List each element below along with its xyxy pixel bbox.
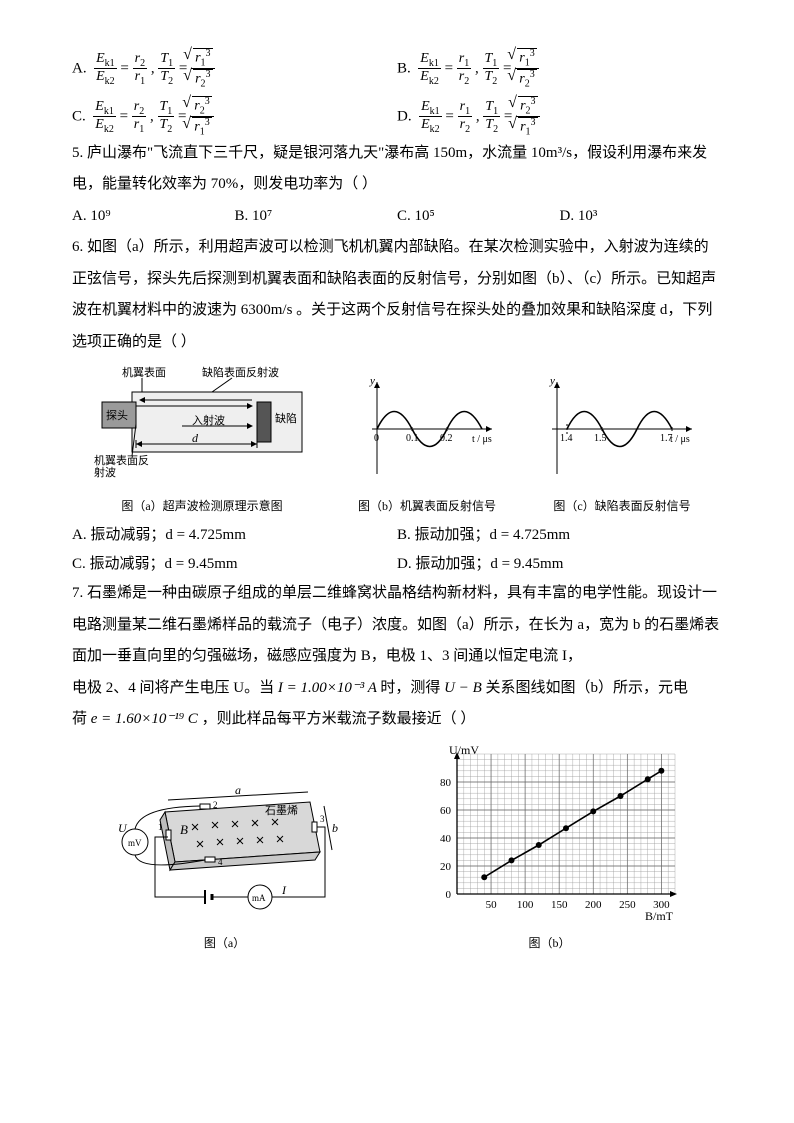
svg-text:100: 100 [516,899,533,911]
q6-figC: y t / μs 1.4 1.5 1.7 图（c）缺陷表面反射信号 [542,374,702,513]
svg-text:t / μs: t / μs [670,434,690,445]
q6-optC: C. 振动减弱；d = 9.45mm [72,550,397,579]
svg-text:y: y [549,375,555,387]
q4-options: A. Ek1Ek2 = r2r1 , T1T2 = r13r23 B. Ek1E… [72,48,722,138]
figC-caption: 图（c）缺陷表面反射信号 [542,499,702,513]
q7-figA-caption: 图（a） [110,936,340,950]
q5-optD: D. 10³ [560,201,723,233]
figA-caption: 图（a）超声波检测原理示意图 [92,499,312,513]
svg-text:b: b [332,821,338,835]
opt-letter: B. [397,60,411,76]
q5-optA: A. 10⁹ [72,201,235,233]
svg-text:石墨烯: 石墨烯 [265,804,298,817]
svg-text:1.5: 1.5 [594,433,607,444]
svg-text:U: U [118,821,128,835]
svg-text:4: 4 [218,857,223,867]
q5-optC: C. 10⁵ [397,201,560,233]
q7-figures: a b 石墨烯 B 2 4 1 3 [72,742,722,951]
svg-text:80: 80 [440,777,452,789]
svg-text:250: 250 [619,899,636,911]
q4-optA: A. Ek1Ek2 = r2r1 , T1T2 = r13r23 [72,48,397,90]
svg-text:200: 200 [585,899,602,911]
svg-text:B: B [180,822,188,837]
svg-text:t / μs: t / μs [472,434,492,445]
svg-text:2: 2 [213,800,218,810]
q7-stem-p3: 荷 e = 1.60×10⁻¹⁹ C ，则此样品每平方米载流子数最接近（ ） [72,704,722,736]
svg-text:缺陷表面反射波: 缺陷表面反射波 [202,365,279,379]
svg-text:1: 1 [158,822,163,832]
svg-text:机翼表面: 机翼表面 [122,365,166,379]
q4-optC: C. Ek1Ek2 = r2r1 , T1T2 = r23r13 [72,96,397,138]
svg-text:I: I [281,883,287,897]
svg-text:探头: 探头 [106,409,128,422]
q6-optA: A. 振动减弱；d = 4.725mm [72,521,397,550]
svg-text:150: 150 [550,899,567,911]
q7-figB-caption: 图（b） [415,936,685,950]
svg-text:d: d [192,431,199,445]
svg-text:B/mT: B/mT [645,909,674,922]
q6-figB: y t / μs 0 0.1 0.2 图（b）机翼表面反射信号 [352,374,502,513]
q5-options: A. 10⁹ B. 10⁷ C. 10⁵ D. 10³ [72,201,722,233]
svg-text:40: 40 [440,833,452,845]
svg-text:0.2: 0.2 [440,433,453,444]
svg-text:0: 0 [445,889,451,901]
q6-optB: B. 振动加强；d = 4.725mm [397,521,722,550]
q5-stem: 5. 庐山瀑布"飞流直下三千尺，疑是银河落九天"瀑布高 150m，水流量 10m… [72,138,722,201]
q6-figures: 机翼表面 缺陷表面反射波 探头 入射波 缺陷 d 机翼表面反射波 [72,364,722,513]
svg-text:y: y [369,375,375,387]
svg-text:入射波: 入射波 [192,413,225,427]
q7-figB: 50100150200250300020406080U/mVB/mT 图（b） [415,742,685,951]
ub-chart-icon: 50100150200250300020406080U/mVB/mT [415,742,685,922]
q7-stem-p2: 电极 2、4 间将产生电压 U。当 I = 1.00×10⁻³ A 时，测得 U… [72,673,722,705]
q4-optD: D. Ek1Ek2 = r1r2 , T1T2 = r23r13 [397,96,722,138]
svg-text:U/mV: U/mV [449,743,479,757]
svg-text:mA: mA [252,893,266,903]
q7-figA: a b 石墨烯 B 2 4 1 3 [110,772,340,951]
graphene-circuit-icon: a b 石墨烯 B 2 4 1 3 [110,772,340,922]
svg-text:20: 20 [440,861,452,873]
svg-text:0.1: 0.1 [406,433,419,444]
wave-c-icon: y t / μs 1.4 1.5 1.7 [542,374,702,484]
svg-text:60: 60 [440,805,452,817]
svg-text:mV: mV [128,838,142,848]
svg-text:机翼表面反射波: 机翼表面反射波 [94,453,149,479]
svg-text:0: 0 [374,433,379,444]
figB-caption: 图（b）机翼表面反射信号 [352,499,502,513]
svg-text:a: a [235,783,241,797]
svg-text:缺陷: 缺陷 [275,411,297,425]
opt-letter: D. [397,108,412,124]
opt-letter: A. [72,60,87,76]
q6-optD: D. 振动加强；d = 9.45mm [397,550,722,579]
wave-b-icon: y t / μs 0 0.1 0.2 [352,374,502,484]
q7-stem-p1: 7. 石墨烯是一种由碳原子组成的单层二维蜂窝状晶格结构新材料，具有丰富的电学性能… [72,578,722,673]
ultrasound-diagram-icon: 机翼表面 缺陷表面反射波 探头 入射波 缺陷 d 机翼表面反射波 [92,364,312,484]
q6-stem: 6. 如图（a）所示，利用超声波可以检测飞机机翼内部缺陷。在某次检测实验中，入射… [72,232,722,358]
svg-text:3: 3 [320,814,325,824]
svg-text:1.4: 1.4 [560,433,573,444]
svg-text:50: 50 [485,899,497,911]
opt-letter: C. [72,108,86,124]
q4-optB: B. Ek1Ek2 = r1r2 , T1T2 = r13r23 [397,48,722,90]
q6-figA: 机翼表面 缺陷表面反射波 探头 入射波 缺陷 d 机翼表面反射波 [92,364,312,513]
svg-text:1.7: 1.7 [660,433,673,444]
q5-optB: B. 10⁷ [235,201,398,233]
q6-options: A. 振动减弱；d = 4.725mm B. 振动加强；d = 4.725mm … [72,521,722,578]
